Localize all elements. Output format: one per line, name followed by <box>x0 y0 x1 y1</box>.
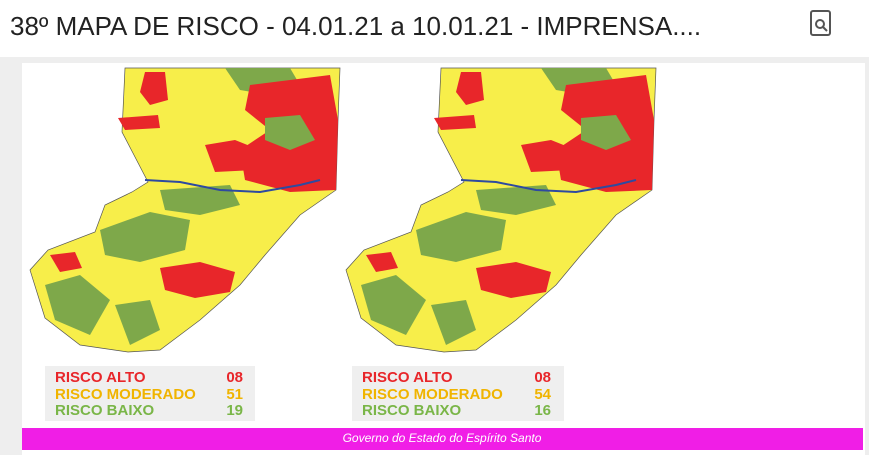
legend-value: 51 <box>226 386 243 403</box>
legend-label: RISCO BAIXO <box>362 402 462 419</box>
footer-bar <box>22 428 863 450</box>
legend-label: RISCO ALTO <box>362 369 453 386</box>
legend-value: 08 <box>226 369 243 386</box>
legend-value: 19 <box>226 402 243 419</box>
footer-text: Governo do Estado do Espírito Santo <box>343 431 542 445</box>
document-icon[interactable] <box>810 10 831 36</box>
legend-label: RISCO MODERADO <box>362 386 503 403</box>
legend-label: RISCO BAIXO <box>55 402 155 419</box>
legend-box <box>45 366 255 421</box>
title: 38º MAPA DE RISCO - 04.01.21 a 10.01.21 … <box>10 11 701 41</box>
legend-value: 16 <box>534 402 551 419</box>
legend-label: RISCO MODERADO <box>55 386 196 403</box>
legend-label: RISCO ALTO <box>55 369 146 386</box>
legend-value: 54 <box>534 386 551 403</box>
legend-box <box>352 366 564 421</box>
legend-value: 08 <box>534 369 551 386</box>
